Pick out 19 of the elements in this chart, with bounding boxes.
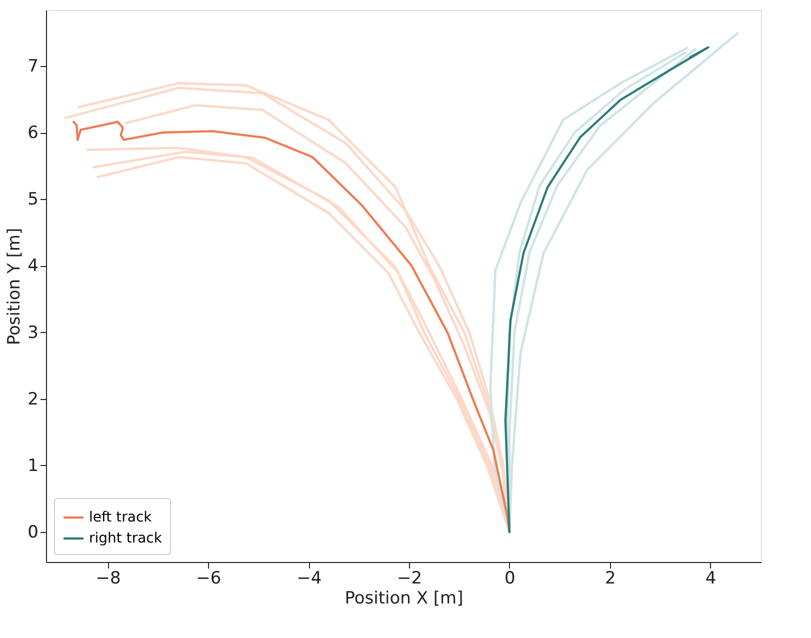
x-tick-label: 4: [705, 568, 716, 588]
y-tick-label: 1: [28, 456, 38, 476]
y-tick-label: 6: [28, 123, 38, 144]
x-tick-label: −6: [196, 568, 222, 588]
y-tick-label: 5: [28, 190, 38, 210]
x-tick-label: 2: [604, 568, 616, 588]
x-tick-label: 0: [504, 568, 516, 588]
y-axis-title: Position Y [m]: [4, 228, 25, 346]
legend-label: left track: [89, 510, 153, 526]
x-tick-label: −2: [396, 568, 422, 588]
y-tick-label: 7: [28, 56, 38, 76]
y-tick-label: 3: [28, 322, 38, 343]
legend-label: right track: [89, 530, 163, 546]
x-axis-title: Position X [m]: [344, 588, 464, 608]
y-tick-label: 0: [28, 522, 38, 543]
y-tick-label: 2: [28, 389, 38, 410]
y-tick-label: 4: [28, 256, 38, 276]
x-tick-label: −4: [296, 568, 322, 588]
x-tick-label: −8: [96, 568, 121, 588]
